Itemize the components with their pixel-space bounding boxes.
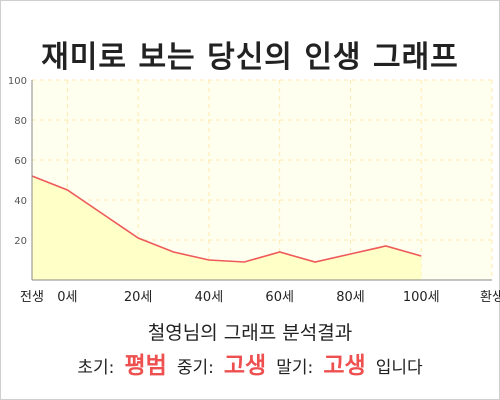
analysis-verdict: 초기: 평범 중기: 고생 말기: 고생 입니다: [0, 346, 500, 380]
y-tick-label: 20: [14, 236, 27, 247]
grid-lines: [31, 79, 493, 280]
x-tick-label: 100세: [403, 290, 440, 305]
x-tick-label: 60세: [265, 290, 294, 305]
y-axis-ticks: 20 40 60 80 100: [8, 76, 27, 247]
y-tick-label: 80: [14, 116, 27, 127]
early-stage-label: 초기:: [77, 358, 115, 378]
series-line: [31, 175, 422, 263]
x-tick-label: 40세: [195, 290, 224, 305]
verdict-suffix: 입니다: [375, 358, 423, 378]
x-tick-label: 전생: [20, 290, 44, 305]
y-tick-label: 40: [14, 196, 27, 207]
x-tick-label: 80세: [336, 290, 365, 305]
x-tick-label: 20세: [124, 290, 153, 305]
analysis-summary: 철영님의 그래프 분석결과: [147, 322, 353, 344]
x-axis-ticks: 전생 0세 20세 40세 60세 80세 100세 환생: [20, 290, 500, 305]
y-tick-label: 60: [14, 156, 27, 167]
life-graph-chart: 20 40 60 80 100 전생 0세 20세 40세 60세 80세 100세 환생: [8, 76, 500, 305]
page-title: 재미로 보는 당신의 인생 그래프: [41, 40, 459, 75]
late-stage-label: 말기:: [276, 358, 314, 378]
x-tick-label: 0세: [57, 290, 77, 305]
early-stage-value: 평범: [124, 353, 167, 379]
x-tick-label: 환생: [480, 290, 500, 305]
mid-stage-value: 고생: [223, 353, 267, 379]
y-tick-label: 100: [8, 76, 27, 87]
late-stage-value: 고생: [323, 353, 366, 379]
mid-stage-label: 중기:: [176, 358, 214, 378]
area-fill: [32, 176, 422, 280]
